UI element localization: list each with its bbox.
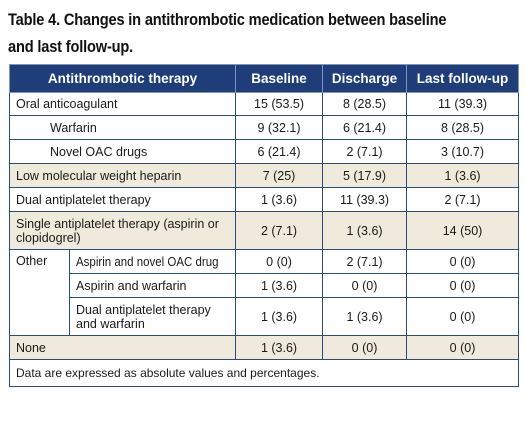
table-row: Aspirin and warfarin 1 (3.6) 0 (0) 0 (0) [10,273,520,298]
cell-discharge: 5 (17.9) [322,163,408,188]
cell-discharge: 8 (28.5) [322,92,408,116]
row-label: Aspirin and novel OAC drug [68,249,237,274]
row-label: Oral anticoagulant [8,92,237,116]
table-row: Other Aspirin and novel OAC drug 0 (0) 2… [9,249,520,336]
row-label-line-2: clopidogrel) [16,230,81,245]
cell-last: 3 (10.7) [406,139,520,164]
cell-last: 8 (28.5) [406,115,520,140]
table-row: Warfarin 9 (32.1) 6 (21.4) 8 (28.5) [8,115,520,140]
table-row: None 1 (3.6) 0 (0) 0 (0) [8,335,520,360]
table-row: Low molecular weight heparin 7 (25) 5 (1… [8,163,520,188]
cell-discharge: 11 (39.3) [322,187,408,212]
cell-last: 11 (39.3) [406,92,520,116]
row-label: Low molecular weight heparin [8,163,237,188]
cell-baseline: 1 (3.6) [235,273,324,298]
cell-baseline: 15 (53.5) [235,92,324,116]
cell-baseline: 1 (3.6) [235,335,324,360]
cell-baseline: 0 (0) [235,249,324,274]
table-row: Single antiplatelet therapy (aspirin or … [8,211,520,250]
cell-last: 0 (0) [406,335,520,360]
cell-baseline: 6 (21.4) [235,139,324,164]
table-row: Dual antiplatelet therapy and warfarin 1… [10,297,520,336]
table-row: Novel OAC drugs 6 (21.4) 2 (7.1) 3 (10.7… [8,139,520,164]
cell-baseline: 1 (3.6) [235,187,324,212]
cell-baseline: 9 (32.1) [235,115,324,140]
table-footnote: Data are expressed as absolute values an… [8,359,520,387]
cell-baseline: 2 (7.1) [235,211,324,250]
row-label: Dual antiplatelet therapy and warfarin [68,297,237,336]
row-label-text: Aspirin and novel OAC drug [76,254,219,269]
caption-line-1: Table 4. Changes in antithrombotic medic… [8,10,447,29]
row-label: Aspirin and warfarin [68,273,237,298]
caption-line-2: and last follow-up. [8,37,134,56]
cell-baseline: 1 (3.6) [235,297,324,336]
table-caption: Table 4. Changes in antithrombotic medic… [8,6,448,60]
row-label: Warfarin [8,115,237,140]
cell-last: 0 (0) [406,273,520,298]
cell-discharge: 0 (0) [322,273,408,298]
row-label-line-1: Single antiplatelet therapy (aspirin or [16,216,219,231]
header-discharge: Discharge [322,64,408,93]
row-label: None [8,335,237,360]
table-row: Oral anticoagulant 15 (53.5) 8 (28.5) 11… [8,92,520,116]
row-label: Single antiplatelet therapy (aspirin or … [8,211,237,250]
group-label-other: Other [9,249,70,336]
header-therapy: Antithrombotic therapy [8,64,237,93]
cell-last: 2 (7.1) [406,187,520,212]
header-row: Antithrombotic therapy Baseline Discharg… [8,64,520,93]
row-label: Dual antiplatelet therapy [8,187,237,212]
cell-discharge: 1 (3.6) [322,297,408,336]
cell-last: 1 (3.6) [406,163,520,188]
row-label-line-1: Dual antiplatelet therapy [76,302,211,317]
cell-discharge: 2 (7.1) [322,249,408,274]
row-label: Novel OAC drugs [8,139,237,164]
footnote-row: Data are expressed as absolute values an… [8,359,520,387]
cell-discharge: 0 (0) [322,335,408,360]
header-baseline: Baseline [235,64,324,93]
header-last-follow-up: Last follow-up [406,64,520,93]
cell-discharge: 2 (7.1) [322,139,408,164]
antithrombotic-table: Antithrombotic therapy Baseline Discharg… [8,64,520,387]
table-row: Dual antiplatelet therapy 1 (3.6) 11 (39… [8,187,520,212]
row-label-line-2: and warfarin [76,316,145,331]
cell-baseline: 7 (25) [235,163,324,188]
cell-last: 14 (50) [406,211,520,250]
cell-discharge: 1 (3.6) [322,211,408,250]
cell-last: 0 (0) [406,249,520,274]
cell-discharge: 6 (21.4) [322,115,408,140]
cell-last: 0 (0) [406,297,520,336]
